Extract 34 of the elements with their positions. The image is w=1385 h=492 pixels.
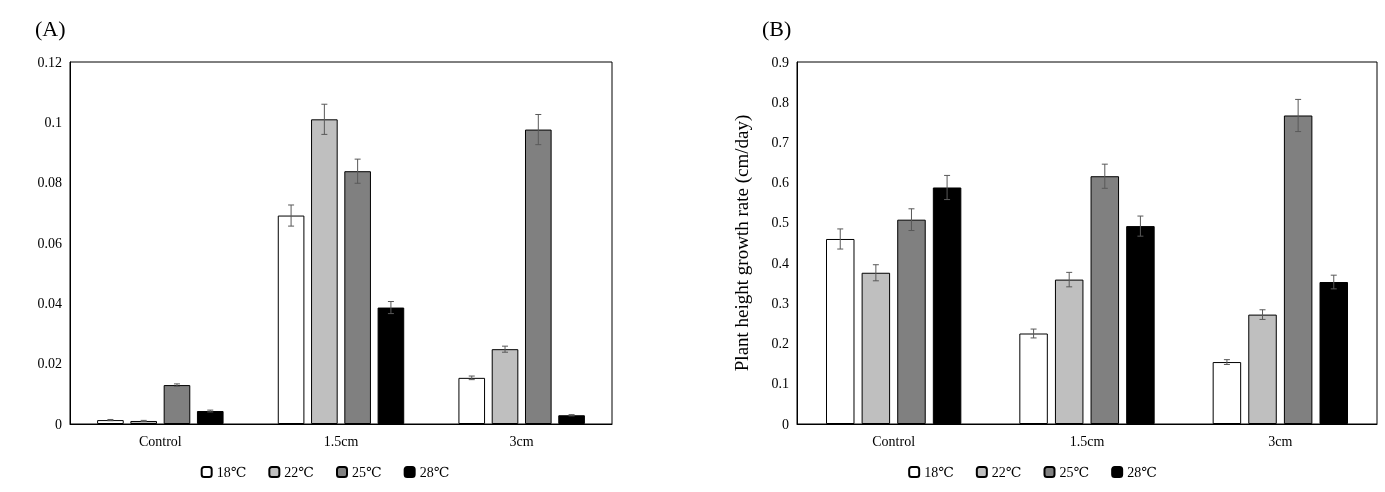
y-tick-label: 0 [55,416,62,432]
y-axis-title: Plant height growth rate (cm/day) [731,114,753,372]
x-tick-label: 1.5cm [323,433,359,449]
y-tick-label: 0.12 [37,54,62,70]
y-tick-label: 0.6 [771,175,789,191]
x-tick-label: Control [872,433,916,449]
legend-label: 18℃ [216,464,247,480]
y-tick-label: 0.9 [771,54,789,70]
y-tick-label: 0.8 [771,94,789,110]
y-tick-label: 0.06 [37,235,62,251]
y-tick-label: 0.7 [771,134,789,150]
legend-label: 28℃ [1127,464,1157,480]
legend-label: 22℃ [284,464,315,480]
legend-label: 28℃ [419,464,450,480]
legend-label: 18℃ [924,464,954,480]
chart-title: (B) [762,15,792,41]
y-tick-label: 0.1 [44,114,62,130]
y-tick-label: 0.1 [771,376,789,392]
x-tick-label: 1.5cm [1069,433,1105,449]
x-tick-label: 3cm [1268,433,1293,449]
y-tick-label: 0.08 [37,175,62,191]
legend-label: 25℃ [352,464,382,480]
legend-label: 22℃ [991,464,1022,480]
y-tick-label: 0.2 [771,336,789,352]
x-tick-label: 3cm [509,433,534,449]
y-tick-label: 0.02 [37,356,62,372]
chart-title: (A) [35,15,66,41]
y-tick-label: 0.3 [771,295,789,311]
y-tick-label: 0.04 [37,295,62,311]
y-tick-label: 0.4 [771,255,789,271]
y-tick-label: 0.5 [771,215,789,231]
legend-label: 25℃ [1059,464,1090,480]
x-tick-label: Control [138,433,182,449]
y-tick-label: 0 [782,416,789,432]
